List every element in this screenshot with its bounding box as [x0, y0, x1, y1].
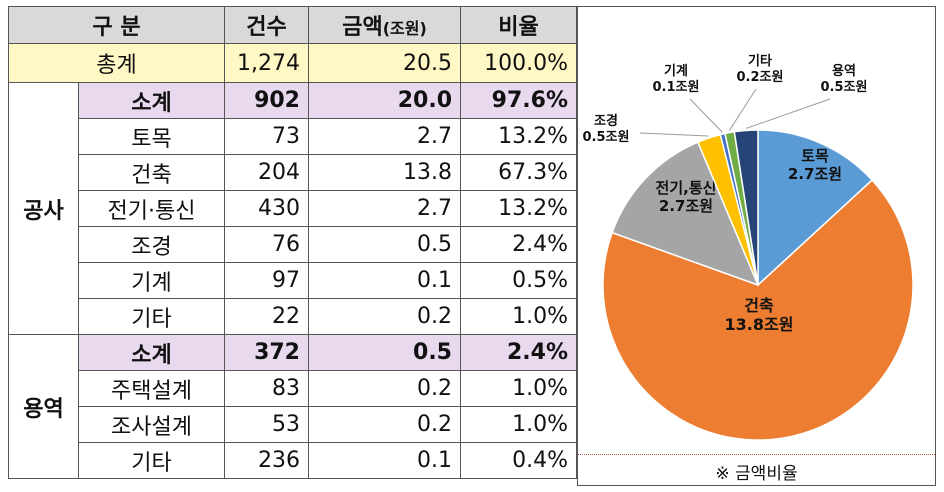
slice-name-label: 전기,통신: [656, 179, 717, 197]
table-row: 건축 204 13.8 67.3%: [9, 154, 577, 191]
row-label: 건축: [78, 154, 225, 191]
row-ratio: 67.3%: [460, 154, 577, 191]
row-label: 전기·통신: [78, 190, 225, 227]
row-amount: 0.5: [308, 334, 461, 371]
row-ratio: 1.0%: [460, 406, 577, 443]
pie-slice: [602, 179, 914, 441]
row-count: 83: [224, 370, 309, 407]
row-count: 53: [224, 406, 309, 443]
total-row: 총계 1,274 20.5 100.0%: [8, 43, 577, 83]
total-amount: 20.5: [308, 43, 461, 83]
leader-line: [639, 132, 709, 137]
slice-name-label: 건축: [744, 296, 774, 315]
chart-panel: 토목 2.7조원 건축 13.8조원 전기,통신 2.7조원 조경 0.5조원 기계 0.1조원 기…: [577, 6, 936, 486]
table-row: 조사설계 53 0.2 1.0%: [9, 406, 577, 443]
slice-name-label: 용역: [832, 63, 856, 79]
header-ratio: 비율: [460, 6, 577, 44]
row-amount: 0.2: [308, 406, 461, 443]
row-ratio: 1.0%: [460, 298, 577, 335]
row-ratio: 2.4%: [460, 226, 577, 263]
row-label: 소계: [78, 82, 225, 119]
row-count: 73: [224, 118, 309, 155]
table-row: 주택설계 83 0.2 1.0%: [9, 370, 577, 407]
row-ratio: 0.4%: [460, 442, 577, 479]
row-amount: 13.8: [308, 154, 461, 191]
table-row: 기타 236 0.1 0.4%: [9, 442, 577, 479]
row-label: 주택설계: [78, 370, 225, 407]
row-count: 22: [224, 298, 309, 335]
row-amount: 0.1: [308, 442, 461, 479]
row-ratio: 2.4%: [460, 334, 577, 371]
row-amount: 2.7: [308, 190, 461, 227]
table-row: 용역 소계 372 0.5 2.4%: [8, 334, 577, 479]
row-ratio: 13.2%: [460, 190, 577, 227]
row-ratio: 1.0%: [460, 370, 577, 407]
group-label-service: 용역: [8, 334, 79, 479]
row-amount: 0.5: [308, 226, 461, 263]
header-amount: 금액(조원): [308, 6, 461, 44]
total-ratio: 100.0%: [460, 43, 577, 83]
row-amount: 0.2: [308, 298, 461, 335]
row-ratio: 13.2%: [460, 118, 577, 155]
row-count: 76: [224, 226, 309, 263]
row-count: 902: [224, 82, 309, 119]
slice-name-label: 토목: [801, 147, 829, 165]
header-amount-unit: (조원): [382, 19, 427, 38]
row-ratio: 97.6%: [460, 82, 577, 119]
row-label: 기계: [78, 262, 225, 299]
row-ratio: 0.5%: [460, 262, 577, 299]
stats-table: 구 분 건수 금액(조원) 비율 총계 1,274 20.5 100.0% 공사…: [8, 6, 577, 479]
pie-slice: [733, 129, 759, 286]
header-amount-main: 금액: [342, 15, 383, 40]
leader-line: [689, 98, 723, 133]
total-count: 1,274: [224, 43, 309, 83]
row-amount: 0.2: [308, 370, 461, 407]
row-label: 토목: [78, 118, 225, 155]
row-count: 204: [224, 154, 309, 191]
slice-value-label: 0.5조원: [821, 80, 868, 95]
table-row: 조경 76 0.5 2.4%: [9, 226, 577, 263]
divider: [578, 454, 935, 455]
row-count: 372: [224, 334, 309, 371]
slice-value-label: 0.1조원: [653, 80, 700, 95]
header-count: 건수: [224, 6, 309, 44]
row-count: 97: [224, 262, 309, 299]
slice-name-label: 기계: [664, 64, 688, 79]
table-row: 기계 97 0.1 0.5%: [9, 262, 577, 299]
header-row: 구 분 건수 금액(조원) 비율: [8, 6, 577, 44]
slice-value-label: 2.7조원: [659, 197, 713, 215]
header-category: 구 분: [8, 6, 225, 44]
slice-value-label: 13.8조원: [725, 315, 794, 334]
row-amount: 20.0: [308, 82, 461, 119]
leader-line: [728, 88, 757, 131]
slice-name-label: 조경: [594, 113, 618, 129]
leader-line: [745, 98, 831, 129]
row-label: 기타: [78, 298, 225, 335]
table-row: 토목 73 2.7 13.2%: [9, 118, 577, 155]
chart-caption: ※ 금액비율: [715, 464, 798, 484]
pie-slice: [757, 129, 874, 287]
row-amount: 2.7: [308, 118, 461, 155]
row-label: 기타: [78, 442, 225, 479]
slice-name-label: 기타: [748, 53, 772, 69]
table-row: 공사 소계 902 20.0 97.6%: [8, 82, 577, 335]
slice-value-label: 0.2조원: [737, 70, 784, 85]
pie-slice: [611, 141, 760, 287]
table-row: 기타 22 0.2 1.0%: [9, 298, 577, 335]
row-label: 조경: [78, 226, 225, 263]
pie-chart: 토목2.7조원건축13.8조원전기,통신2.7조원조경0.5조원기계0.1조원기…: [583, 53, 914, 441]
slice-value-label: 2.7조원: [788, 165, 842, 183]
group-label-construction: 공사: [8, 82, 79, 335]
row-count: 236: [224, 442, 309, 479]
row-amount: 0.1: [308, 262, 461, 299]
row-label: 조사설계: [78, 406, 225, 443]
total-label: 총계: [8, 43, 225, 83]
row-label: 소계: [78, 334, 225, 371]
slice-value-label: 0.5조원: [583, 130, 630, 145]
table-row: 전기·통신 430 2.7 13.2%: [9, 190, 577, 227]
row-count: 430: [224, 190, 309, 227]
